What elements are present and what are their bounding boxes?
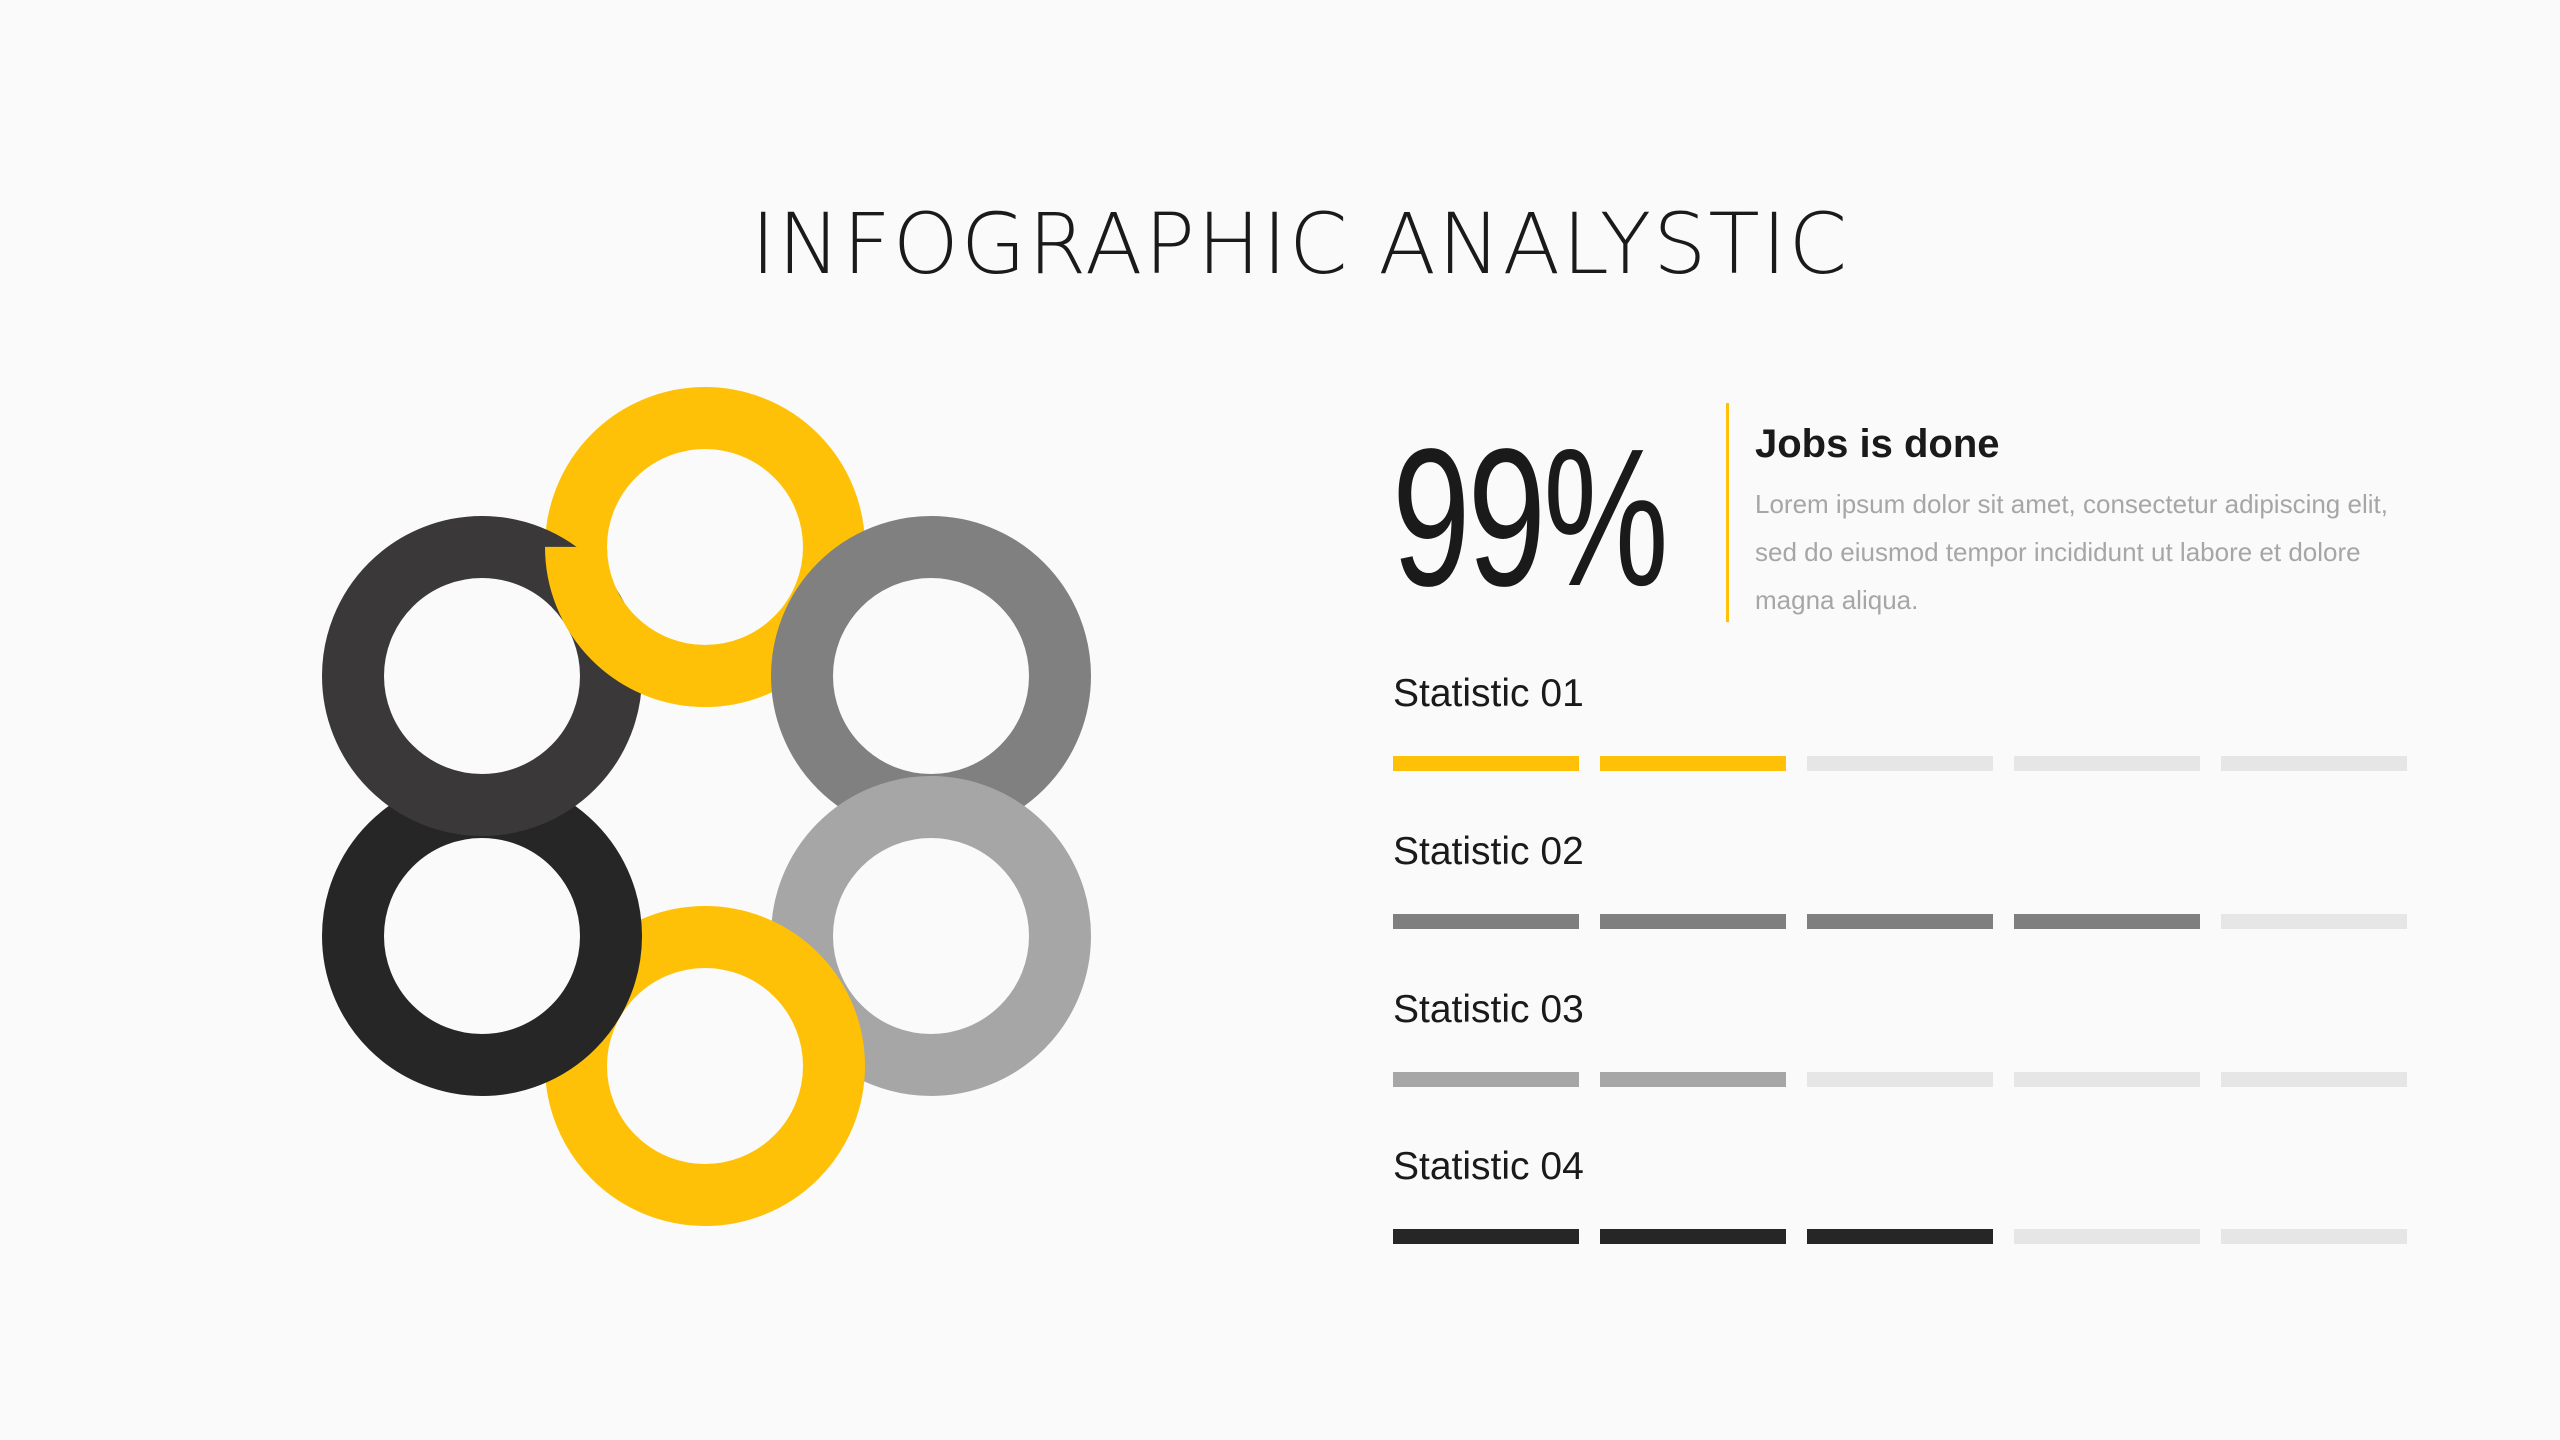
page-title: INFOGRAPHIC ANALYSTIC [750, 195, 1850, 293]
ring-bottom-left [322, 776, 642, 1096]
statistic-label: Statistic 03 [1393, 988, 1584, 1031]
highlight-description: Lorem ipsum dolor sit amet, consectetur … [1755, 489, 2388, 615]
interlocking-rings-diagram [322, 387, 1091, 1226]
statistic-label: Statistic 01 [1393, 672, 1584, 715]
bar-segment-empty [2014, 1229, 2200, 1244]
bar-segment-empty [2221, 1229, 2407, 1244]
bar-segment-filled [1600, 1072, 1786, 1087]
highlight-heading: Jobs is done [1755, 422, 2000, 466]
bar-segment-filled [1393, 1072, 1579, 1087]
bar-segment-filled [1393, 756, 1579, 771]
ring-top-right [771, 516, 1091, 836]
statistic-01: Statistic 01 [1393, 672, 2407, 771]
bar-segment-filled [1600, 756, 1786, 771]
statistic-04: Statistic 04 [1393, 1145, 2407, 1244]
statistic-bars [1393, 914, 2407, 929]
ring-overlap-top [545, 387, 865, 707]
ring-bottom [545, 906, 865, 1226]
bar-segment-filled [1393, 1229, 1579, 1244]
bar-segment-empty [1807, 1072, 1993, 1087]
bar-segment-filled [1807, 1229, 1993, 1244]
bar-segment-empty [2014, 1072, 2200, 1087]
bar-segment-filled [1600, 1229, 1786, 1244]
statistic-02: Statistic 02 [1393, 830, 2407, 929]
statistic-label: Statistic 04 [1393, 1145, 1584, 1188]
bar-segment-empty [2221, 914, 2407, 929]
statistic-label: Statistic 02 [1393, 830, 1584, 873]
bar-segment-empty [2221, 1072, 2407, 1087]
statistic-bars [1393, 756, 2407, 771]
bar-segment-filled [1600, 914, 1786, 929]
bar-segment-empty [1807, 756, 1993, 771]
statistic-bars [1393, 1072, 2407, 1087]
bar-segment-filled [1807, 914, 1993, 929]
statistic-03: Statistic 03 [1393, 988, 2407, 1087]
ring-bottom-right [771, 776, 1091, 1096]
bar-segment-empty [2014, 756, 2200, 771]
highlight-value: 99% [1392, 408, 1669, 627]
statistic-bars [1393, 1229, 2407, 1244]
divider-line [1726, 403, 1729, 622]
bar-segment-empty [2221, 756, 2407, 771]
bar-segment-filled [1393, 914, 1579, 929]
bar-segment-filled [2014, 914, 2200, 929]
